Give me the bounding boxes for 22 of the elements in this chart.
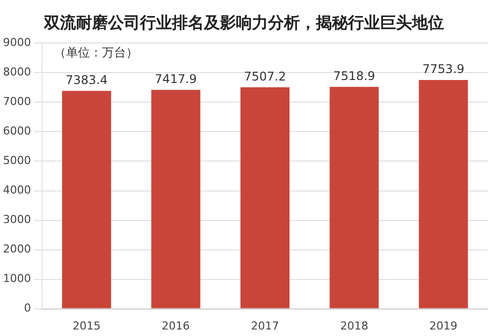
x-tick-label: 2015 xyxy=(72,319,101,332)
x-tick-label: 2019 xyxy=(429,319,458,332)
y-tick-label: 8000 xyxy=(2,66,31,79)
y-tick-label: 2000 xyxy=(2,242,31,256)
y-tick-label: 1000 xyxy=(2,272,31,286)
data-label: 7507.2 xyxy=(244,69,286,84)
y-tick-label: 3000 xyxy=(2,213,31,226)
y-tick-label: 6000 xyxy=(2,124,31,138)
y-tick-label: 0 xyxy=(24,302,31,315)
data-label: 7383.4 xyxy=(66,73,108,88)
data-label: 7417.9 xyxy=(154,72,197,86)
x-tick-label: 2017 xyxy=(250,319,279,332)
y-tick-label: 9000 xyxy=(2,36,31,50)
x-tick-label: 2018 xyxy=(340,319,368,332)
annotation: （单位：万台） xyxy=(54,45,138,60)
y-tick-label: 7000 xyxy=(2,95,31,108)
chart-title: 双流耐磨公司行业排名及影响力分析，揭秘行业巨头地位 xyxy=(43,12,444,32)
data-label: 7753.9 xyxy=(422,62,464,76)
data-label: 7518.9 xyxy=(333,69,376,84)
x-tick-label: 2016 xyxy=(162,319,190,332)
y-tick-label: 4000 xyxy=(2,184,31,197)
y-tick-label: 5000 xyxy=(2,154,31,168)
